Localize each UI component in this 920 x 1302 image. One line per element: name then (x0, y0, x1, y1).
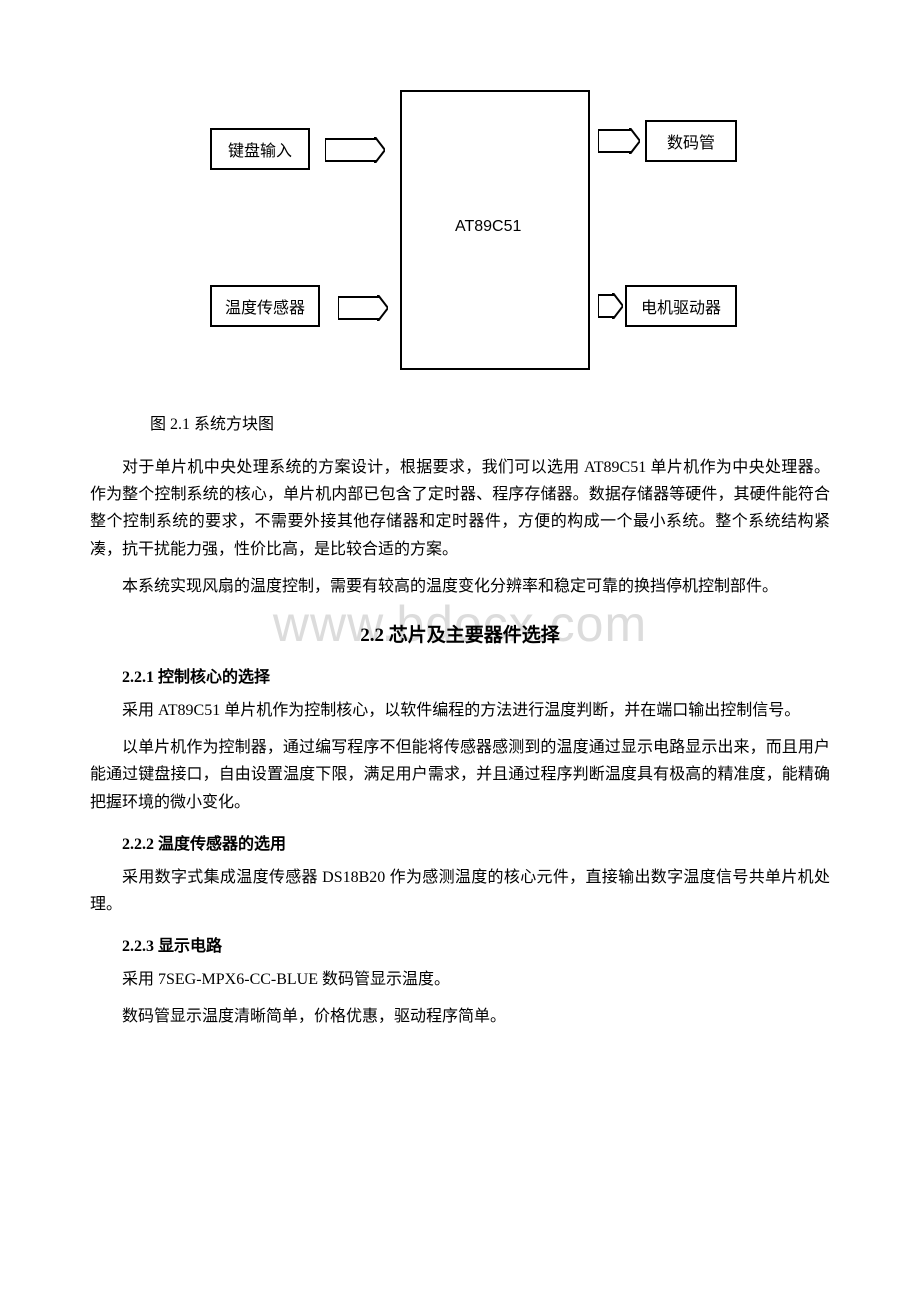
arrow-tr (598, 128, 640, 154)
system-block-diagram: AT89C51 键盘输入 温度传感器 数码管 电机驱动器 (180, 90, 740, 370)
diagram-box-motor-driver: 电机驱动器 (625, 285, 737, 327)
subsection-2-2-3-heading: 2.2.3 显示电路 (90, 932, 830, 956)
paragraph-intro-2: 本系统实现风扇的温度控制，需要有较高的温度变化分辨率和稳定可靠的换挡停机控制部件… (90, 573, 830, 600)
page-content: AT89C51 键盘输入 温度传感器 数码管 电机驱动器 图 2.1 系统方块图… (90, 90, 830, 1030)
paragraph-2-2-3-a: 采用 7SEG-MPX6-CC-BLUE 数码管显示温度。 (90, 966, 830, 993)
figure-caption: 图 2.1 系统方块图 (150, 410, 830, 434)
arrow-bl (338, 295, 388, 321)
arrow-br (598, 293, 623, 319)
subsection-2-2-1-heading: 2.2.1 控制核心的选择 (90, 663, 830, 687)
diagram-center-label: AT89C51 (455, 218, 521, 236)
diagram-box-keyboard-input: 键盘输入 (210, 128, 310, 170)
arrow-tl (325, 137, 385, 163)
diagram-box-temp-sensor: 温度传感器 (210, 285, 320, 327)
subsection-2-2-2-heading: 2.2.2 温度传感器的选用 (90, 830, 830, 854)
section-2-2-heading: 2.2 芯片及主要器件选择 (90, 620, 830, 647)
paragraph-intro-1: 对于单片机中央处理系统的方案设计，根据要求，我们可以选用 AT89C51 单片机… (90, 454, 830, 563)
paragraph-2-2-1-b: 以单片机作为控制器，通过编写程序不但能将传感器感测到的温度通过显示电路显示出来，… (90, 734, 830, 816)
paragraph-2-2-3-b: 数码管显示温度清晰简单，价格优惠，驱动程序简单。 (90, 1003, 830, 1030)
paragraph-2-2-1-a: 采用 AT89C51 单片机作为控制核心，以软件编程的方法进行温度判断，并在端口… (90, 697, 830, 724)
diagram-box-seven-seg: 数码管 (645, 120, 737, 162)
paragraph-2-2-2: 采用数字式集成温度传感器 DS18B20 作为感测温度的核心元件，直接输出数字温… (90, 864, 830, 918)
